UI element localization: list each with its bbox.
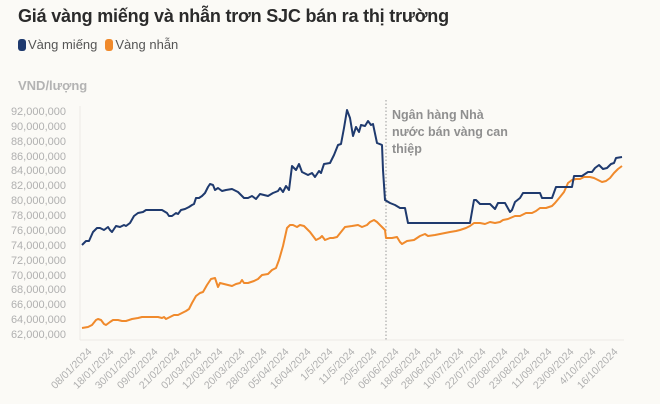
- y-tick-label: 80,000,000: [10, 195, 66, 208]
- y-tick-label: 92,000,000: [10, 106, 66, 118]
- legend-item-vang-nhan[interactable]: Vàng nhẫn: [105, 37, 178, 52]
- legend: Vàng miếng Vàng nhẫn: [18, 37, 182, 52]
- y-axis-unit-label: VND/lượng: [18, 78, 88, 93]
- y-tick-label: 62,000,000: [10, 329, 66, 342]
- series-line-vang-nhan: [81, 165, 623, 329]
- y-tick-label: 66,000,000: [10, 299, 66, 312]
- legend-item-vang-mieng[interactable]: Vàng miếng: [18, 37, 97, 52]
- y-tick-label: 90,000,000: [10, 120, 66, 133]
- y-tick-label: 72,000,000: [10, 254, 66, 267]
- y-tick-label: 74,000,000: [10, 239, 66, 252]
- y-tick-label: 84,000,000: [10, 165, 66, 178]
- y-tick-label: 88,000,000: [10, 135, 66, 148]
- chart-title: Giá vàng miếng và nhẫn trơn SJC bán ra t…: [18, 6, 449, 26]
- legend-label: Vàng nhẫn: [115, 37, 179, 52]
- y-tick-label: 86,000,000: [10, 150, 66, 163]
- y-tick-label: 70,000,000: [10, 269, 66, 282]
- annotation-text: Ngân hàng Nhà nước bán vàng can thiệp: [392, 108, 508, 156]
- series-line-vang-mieng: [81, 109, 623, 246]
- y-tick-label: 78,000,000: [10, 210, 66, 223]
- y-tick-label: 82,000,000: [10, 180, 66, 193]
- y-tick-label: 68,000,000: [10, 284, 66, 297]
- legend-swatch-icon: [105, 38, 114, 51]
- y-tick-label: 64,000,000: [10, 314, 66, 327]
- legend-swatch-icon: [18, 38, 26, 51]
- legend-label: Vàng miếng: [28, 37, 98, 52]
- y-tick-label: 76,000,000: [10, 224, 66, 237]
